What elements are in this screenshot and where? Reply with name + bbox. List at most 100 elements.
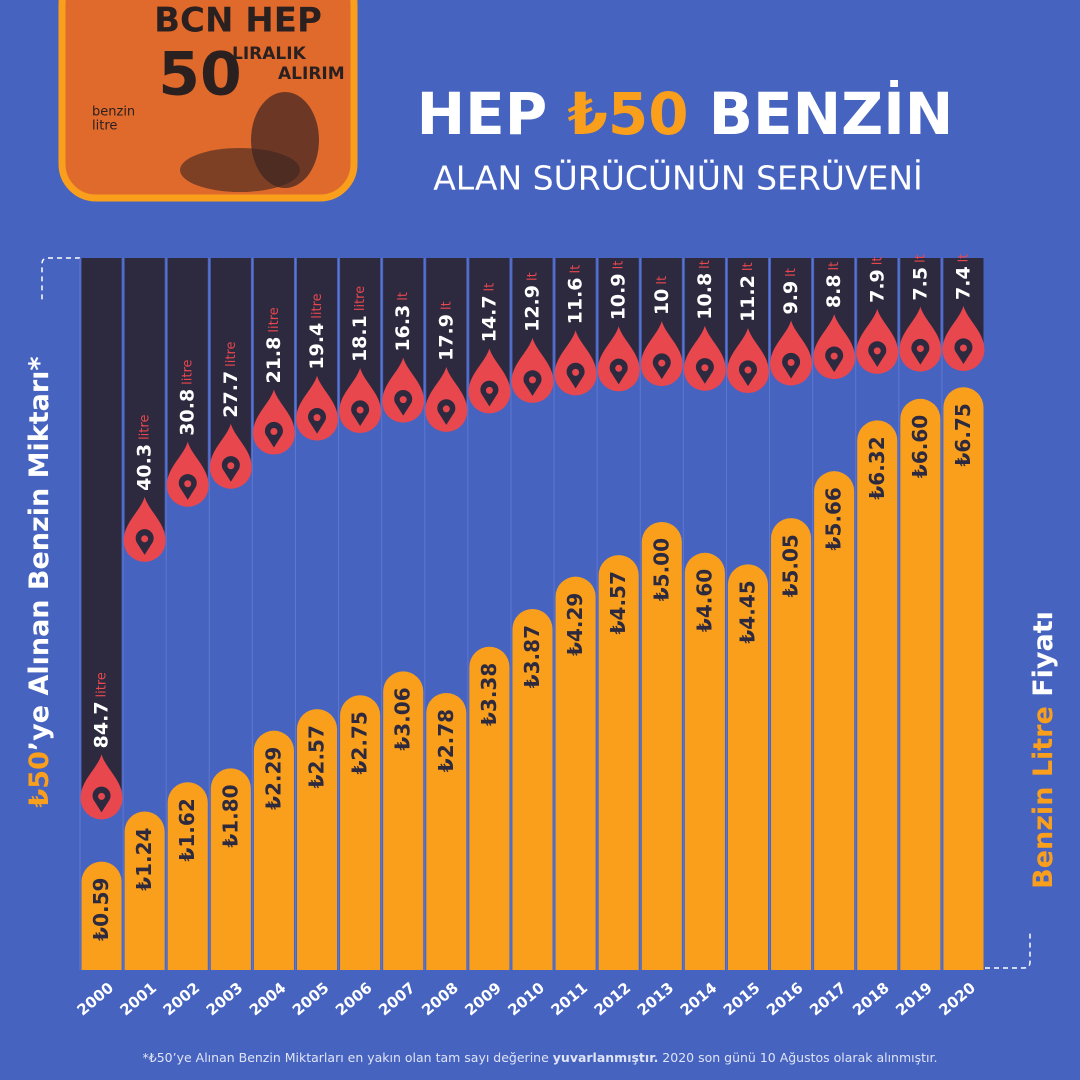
price-bar (641, 522, 682, 970)
y-axis-label-text: ’ye Alınan Benzin Miktarı* (24, 356, 55, 751)
liter-value: 17.9 (435, 314, 457, 361)
liter-label: 84.7 litre (90, 672, 112, 748)
drop-pin-hole (830, 352, 838, 360)
price-label: ₺2.75 (348, 711, 372, 774)
drop-pin-hole (615, 364, 623, 372)
liter-label: 11.2 lt (736, 262, 758, 322)
footnote: *₺50’ye Alınan Benzin Miktarları en yakı… (143, 1050, 938, 1065)
liter-value: 84.7 (90, 701, 112, 748)
liter-unit: lt (482, 283, 497, 292)
liter-label: 9.9 lt (780, 268, 802, 314)
liter-value: 30.8 (176, 389, 198, 436)
liter-value: 11.6 (564, 277, 586, 324)
liter-value: 7.9 (866, 269, 888, 303)
liter-label: 10.9 lt (607, 261, 629, 321)
price-label: ₺4.29 (563, 593, 587, 656)
price-label: ₺1.62 (175, 798, 199, 861)
price-label: ₺2.78 (434, 709, 458, 772)
liter-label: 8.8 lt (823, 262, 845, 308)
liter-label: 21.8 litre (262, 307, 284, 383)
drop-pin-hole (572, 368, 580, 376)
stencil-text: LIRALIK (232, 44, 307, 64)
liter-value: 7.4 (952, 266, 974, 300)
liter-unit: lt (525, 272, 540, 281)
liter-label: 30.8 litre (176, 359, 198, 435)
liter-value: 18.1 (349, 315, 371, 362)
price-bar (124, 811, 165, 970)
liter-unit: lt (784, 268, 799, 277)
liter-unit: lt (870, 257, 885, 266)
price-label: ₺4.45 (735, 580, 759, 643)
liter-value: 10.8 (693, 273, 715, 320)
drop-pin-hole (873, 347, 881, 355)
price-label: ₺4.60 (692, 569, 716, 632)
price-label: ₺3.87 (520, 625, 544, 688)
price-bar (555, 576, 596, 970)
price-bar (340, 695, 381, 970)
liter-value: 10.9 (607, 273, 629, 320)
price-label: ₺5.05 (779, 534, 803, 597)
liter-label: 10.8 lt (693, 260, 715, 320)
liter-value: 19.4 (306, 323, 328, 370)
price-bar (943, 387, 984, 970)
liter-value: 27.7 (219, 371, 241, 418)
price-label: ₺0.59 (89, 878, 113, 941)
price-bar (469, 646, 510, 970)
drop-pin-hole (485, 386, 493, 394)
liter-unit: lt (913, 254, 928, 263)
drop-pin-hole (959, 344, 967, 352)
liter-value: 11.2 (736, 275, 758, 322)
liter-value: 9.9 (780, 281, 802, 315)
price-bar (253, 730, 294, 970)
drop-pin-hole (98, 792, 106, 800)
price-label: ₺2.57 (305, 725, 329, 788)
drop-pin-hole (701, 364, 709, 372)
price-label: ₺6.32 (865, 436, 889, 499)
liter-unit: litre (223, 341, 238, 366)
price-bar (857, 420, 898, 971)
title-text: HEP (417, 80, 548, 148)
liter-label: 27.7 litre (219, 341, 241, 417)
logo-text: benzin (92, 105, 135, 120)
liter-unit: litre (266, 307, 281, 332)
drop-pin-hole (744, 366, 752, 374)
price-bar (426, 692, 467, 970)
footnote-bold: yuvarlanmıştır. (553, 1050, 659, 1065)
price-bar (167, 782, 208, 970)
price-bar (210, 768, 251, 970)
drop-pin-hole (313, 414, 321, 422)
subtitle: ALAN SÜRÜCÜNÜN SERÜVENİ (433, 158, 923, 198)
frame-line (985, 930, 1031, 969)
drop-pin-hole (442, 405, 450, 413)
price-label: ₺2.29 (261, 747, 285, 810)
liter-unit: litre (180, 359, 195, 384)
price-label: ₺3.06 (391, 687, 415, 750)
liter-unit: litre (137, 415, 152, 440)
drop-pin-hole (916, 345, 924, 353)
price-bar (684, 552, 725, 970)
liter-label: 16.3 lt (392, 292, 414, 352)
liter-label: 14.7 lt (478, 283, 500, 343)
liter-value: 21.8 (262, 337, 284, 384)
y2-axis-label-highlight: Benzin Litre (1028, 706, 1059, 889)
liter-label: 7.4 lt (952, 254, 974, 300)
price-bar (81, 861, 122, 970)
drop-pin-hole (529, 376, 536, 384)
liter-value: 8.8 (823, 274, 845, 308)
drop-pin-hole (184, 480, 192, 488)
liter-unit: lt (611, 261, 626, 270)
title: HEP ₺50 BENZİN (417, 79, 954, 148)
title-text: BENZİN (709, 79, 954, 148)
price-bar (771, 518, 812, 970)
liter-value: 40.3 (133, 444, 155, 491)
price-bar (814, 471, 855, 970)
drop-pin-hole (399, 396, 407, 404)
footnote-text: *₺50’ye Alınan Benzin Miktarları en yakı… (143, 1050, 553, 1065)
liter-value: 12.9 (521, 285, 543, 332)
liter-unit: lt (439, 301, 454, 310)
liter-label: 7.9 lt (866, 257, 888, 303)
logo-text: litre (92, 119, 117, 134)
liter-label: 18.1 litre (349, 286, 371, 362)
